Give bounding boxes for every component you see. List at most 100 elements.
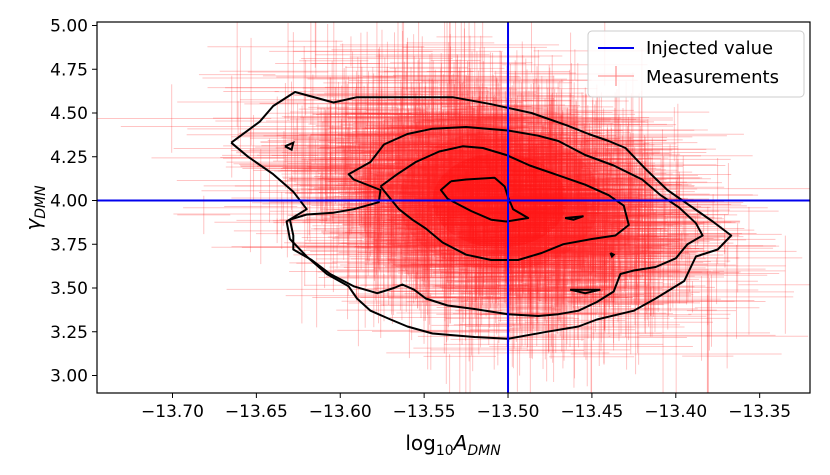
measurement-point	[605, 93, 673, 207]
x-tick-label: −13.45	[560, 402, 623, 422]
measurement-point	[570, 290, 782, 393]
measurement-point	[177, 47, 304, 157]
measurement-point	[460, 307, 573, 342]
measurement-point	[378, 218, 574, 303]
measurement-point	[420, 205, 590, 234]
measurement-point	[540, 280, 717, 341]
measurement-point	[405, 184, 551, 267]
measurement-point	[447, 167, 591, 288]
measurement-point	[308, 51, 397, 164]
measurement-point	[474, 178, 644, 210]
measurement-point	[326, 126, 370, 180]
measurement-point	[491, 166, 687, 198]
measurement-point	[451, 182, 594, 298]
measurement-point	[319, 98, 412, 129]
measurement-point	[395, 193, 457, 293]
measurement-point	[259, 43, 426, 164]
measurement-point	[393, 54, 467, 97]
measurement-point	[283, 151, 465, 206]
measurement-point	[463, 254, 610, 347]
measurement-point	[444, 173, 626, 289]
measurement-point	[512, 274, 615, 300]
measurement-point	[300, 60, 421, 128]
measurement-point	[397, 212, 614, 244]
measurement-point	[379, 170, 490, 227]
measurement-point	[400, 198, 566, 252]
measurement-point	[468, 163, 636, 235]
measurement-point	[436, 123, 531, 203]
measurement-point	[391, 235, 592, 296]
measurement-point	[270, 162, 350, 243]
measurement-point	[374, 80, 500, 172]
measurement-point	[401, 138, 540, 265]
measurement-point	[241, 118, 442, 147]
measurement-point	[463, 134, 596, 194]
measurement-point	[433, 162, 483, 192]
measurement-point	[458, 204, 545, 259]
measurement-point	[370, 216, 414, 259]
measurement-point	[502, 194, 630, 259]
measurement-point	[391, 216, 444, 275]
measurement-point	[458, 115, 521, 220]
measurement-point	[226, 255, 378, 324]
measurement-point	[376, 145, 473, 268]
measurement-point	[281, 128, 496, 177]
measurement-point	[496, 218, 608, 284]
measurement-point	[484, 163, 537, 188]
measurement-point	[609, 177, 674, 273]
measurement-point	[451, 143, 617, 252]
measurement-point	[450, 184, 556, 250]
measurement-point	[482, 194, 555, 315]
measurement-point	[457, 94, 645, 199]
measurement-point	[479, 137, 597, 183]
measurement-point	[541, 197, 632, 245]
measurement-point	[479, 237, 706, 299]
measurement-point	[421, 99, 573, 210]
measurement-point	[385, 150, 484, 258]
measurement-point	[362, 215, 487, 257]
measurement-point	[400, 133, 554, 207]
measurement-point	[375, 119, 577, 179]
measurement-point	[313, 175, 528, 200]
measurement-point	[483, 172, 541, 290]
measurement-point	[395, 172, 527, 259]
measurement-point	[449, 354, 451, 393]
measurement-point	[545, 171, 637, 294]
measurement-point	[449, 179, 582, 226]
measurement-point	[451, 108, 495, 218]
measurement-point	[484, 225, 663, 309]
measurement-point	[449, 89, 661, 213]
measurement-point	[338, 101, 546, 166]
measurement-point	[463, 259, 576, 324]
measurement-point	[336, 108, 529, 179]
measurement-point	[514, 96, 681, 212]
measurement-point	[516, 97, 670, 210]
measurement-point	[544, 107, 702, 204]
measurement-point	[510, 243, 578, 326]
measurement-point	[366, 133, 576, 241]
measurement-point	[394, 145, 566, 181]
measurement-point	[515, 123, 707, 176]
measurement-point	[481, 206, 665, 297]
measurement-point	[350, 74, 412, 153]
measurement-point	[531, 177, 711, 238]
measurement-point	[395, 136, 585, 198]
measurement-point	[474, 137, 565, 183]
measurement-point	[413, 121, 502, 209]
measurement-point	[520, 176, 677, 219]
measurement-point	[526, 160, 591, 279]
measurement-point	[512, 138, 622, 243]
measurement-point	[557, 123, 683, 210]
x-tick-label: −13.65	[225, 402, 288, 422]
measurement-point	[524, 206, 583, 299]
measurement-point	[521, 219, 675, 281]
measurement-point	[575, 241, 715, 334]
measurement-point	[442, 176, 525, 288]
measurement-point	[430, 92, 494, 151]
measurement-point	[515, 209, 686, 281]
measurement-point	[421, 178, 521, 219]
measurement-point	[526, 154, 644, 225]
measurement-point	[483, 253, 638, 323]
measurement-point	[623, 165, 667, 194]
measurement-point	[537, 140, 637, 216]
